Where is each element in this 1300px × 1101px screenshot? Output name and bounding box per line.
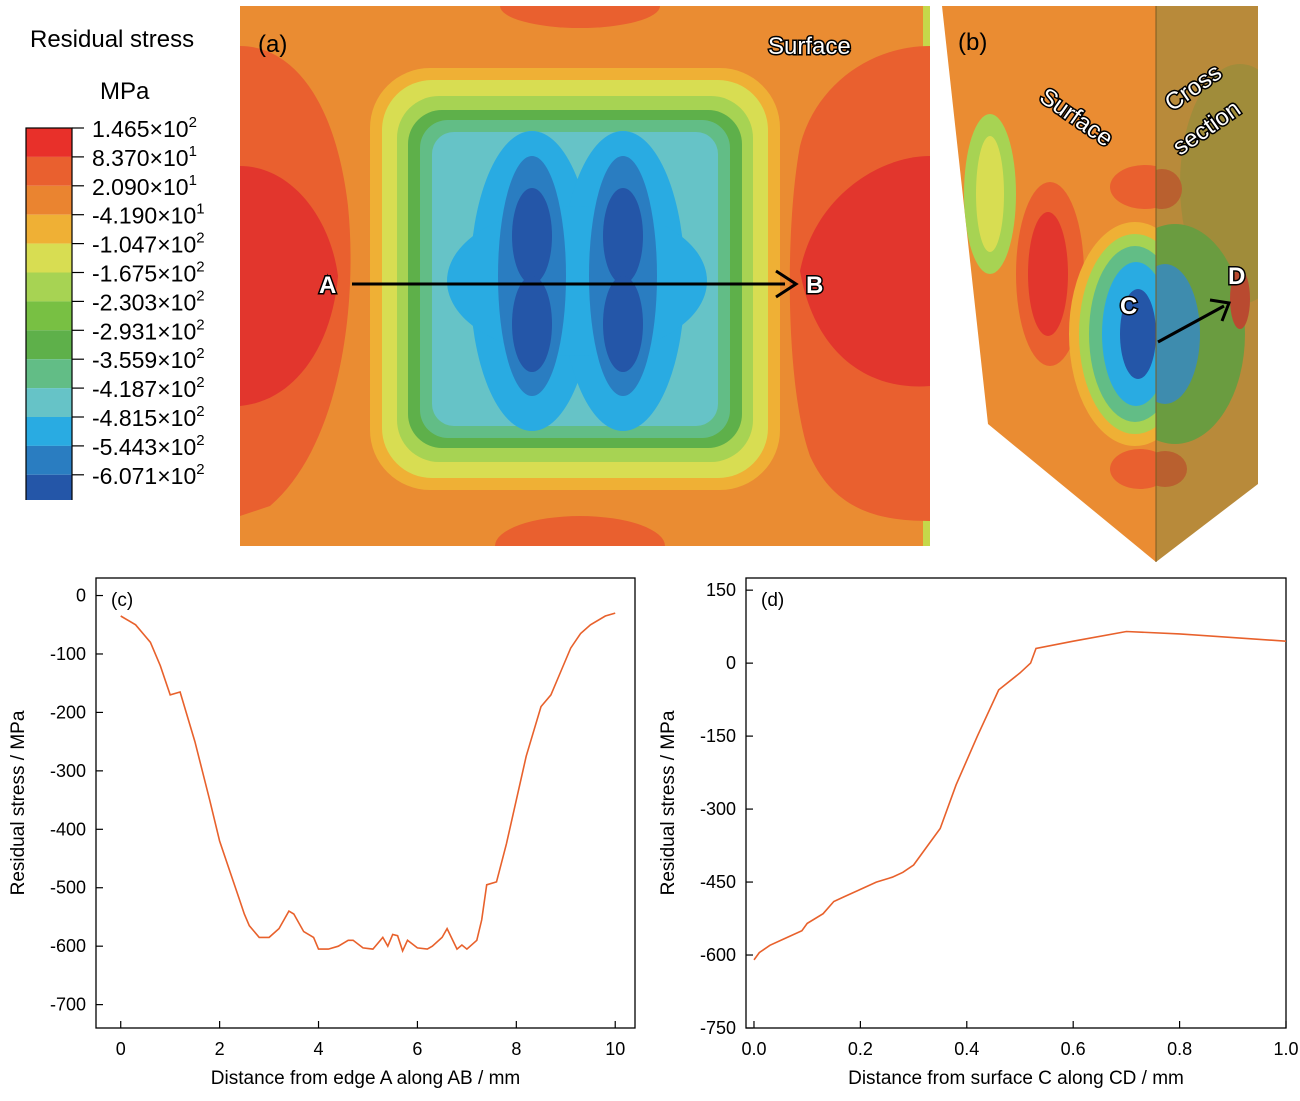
x-tick-label: 0.0 — [741, 1039, 766, 1059]
cd-arrow-line — [1157, 304, 1225, 344]
colorbar-swatch — [26, 156, 72, 186]
y-tick-label: -750 — [700, 1018, 736, 1038]
y-axis-label: Residual stress / MPa — [8, 710, 29, 895]
data-series-line — [753, 630, 1287, 961]
colorbar-level-label: 1.465×102 — [92, 114, 197, 142]
x-tick-label: 4 — [314, 1039, 324, 1059]
colorbar-level-label: 2.090×101 — [92, 172, 197, 200]
ab-arrow-head — [775, 269, 799, 299]
x-tick-label: 2 — [215, 1039, 225, 1059]
plot-frame — [95, 577, 636, 1029]
contour-region — [800, 156, 930, 387]
x-tick-label: 0.2 — [848, 1039, 873, 1059]
cd-arrow-head — [1209, 298, 1232, 322]
panel-tag: (c) — [111, 590, 133, 611]
contour-region — [240, 166, 338, 406]
colorbar-swatch — [26, 359, 72, 389]
colorbar-swatch — [26, 301, 72, 331]
x-tick-label: 8 — [511, 1039, 521, 1059]
y-tick-label: -300 — [700, 799, 736, 819]
data-series-line — [120, 612, 616, 954]
x-tick-label: 0.4 — [954, 1039, 979, 1059]
y-tick-label: 0 — [726, 653, 736, 673]
panel-a-contour-map: (a) Surface A B — [240, 6, 930, 546]
chart-c: 0 2 4 6 8 10 0 -100 -200 -300 -400 -500 -600 -700 (c) D… — [8, 577, 636, 1089]
contour-region — [500, 6, 660, 28]
y-tick-label: 150 — [706, 580, 736, 600]
y-tick-label: -450 — [700, 872, 736, 892]
x-tick-label: 0 — [116, 1039, 126, 1059]
y-tick-label: -150 — [700, 726, 736, 746]
x-tick-label: 10 — [605, 1039, 625, 1059]
colorbar-level-label: -4.190×101 — [92, 201, 205, 229]
x-tick-label: 6 — [412, 1039, 422, 1059]
y-tick-label: -400 — [50, 819, 86, 839]
colorbar-level-label: -2.303×102 — [92, 287, 205, 315]
chart-d: 0.0 0.2 0.4 0.6 0.8 1.0 150 0 -150 -300 -450 -600 -7… — [658, 577, 1299, 1089]
panel-tag: (d) — [761, 590, 784, 611]
contour-region — [495, 516, 665, 546]
x-axis-label: Distance from surface C along CD / mm — [848, 1068, 1184, 1089]
x-tick-label: 0.8 — [1167, 1039, 1192, 1059]
panel-b-tag: (b) — [958, 29, 987, 56]
x-tick-label: 1.0 — [1273, 1039, 1298, 1059]
colorbar-swatch — [26, 474, 72, 500]
colorbar-swatch — [26, 388, 72, 417]
plot-frame — [745, 577, 1287, 1029]
panel-b-3d-view: (b) Surface Cross section C D — [942, 6, 1258, 562]
point-c-label: C — [1120, 293, 1137, 320]
panel-a-surface-label: Surface — [768, 33, 851, 60]
contour-region — [603, 276, 643, 372]
colorbar-level-label: -1.675×102 — [92, 259, 205, 287]
colorbar-level-label: -1.047×102 — [92, 230, 205, 258]
x-axis-label: Distance from edge A along AB / mm — [211, 1068, 520, 1089]
colorbar-swatch — [26, 272, 72, 302]
contour-region — [512, 188, 552, 284]
point-d-label: D — [1228, 263, 1245, 290]
colorbar-swatch — [26, 185, 72, 215]
colorbar-level-label: 8.370×101 — [92, 143, 197, 171]
contour-region — [603, 188, 643, 284]
colorbar: 1.465×1028.370×1012.090×101-4.190×101-1.… — [25, 114, 205, 500]
colorbar-swatch — [26, 445, 72, 475]
point-a-label: A — [319, 272, 336, 299]
colorbar-level-label: -2.931×102 — [92, 316, 205, 344]
colorbar-swatch — [26, 128, 72, 157]
panel-a-tag: (a) — [258, 31, 287, 58]
legend-title: Residual stress — [30, 26, 195, 53]
y-tick-label: -600 — [50, 936, 86, 956]
contour-region — [512, 276, 552, 372]
y-tick-label: -100 — [50, 644, 86, 664]
colorbar-swatch — [26, 330, 72, 360]
legend-unit: MPa — [100, 78, 150, 105]
x-tick-label: 0.6 — [1061, 1039, 1086, 1059]
colorbar-level-label: -6.071×102 — [92, 461, 205, 489]
y-tick-label: -300 — [50, 761, 86, 781]
y-tick-label: 0 — [76, 586, 86, 606]
y-tick-label: -600 — [700, 945, 736, 965]
y-tick-label: -200 — [50, 702, 86, 722]
colorbar-swatch — [26, 417, 72, 446]
colorbar-level-label: -5.443×102 — [92, 432, 205, 460]
y-tick-label: -700 — [50, 995, 86, 1015]
colorbar-level-label: -4.187×102 — [92, 374, 205, 402]
y-axis-label: Residual stress / MPa — [658, 710, 679, 895]
surface-face — [942, 6, 1156, 562]
colorbar-level-label: -4.815×102 — [92, 403, 205, 431]
y-tick-label: -500 — [50, 878, 86, 898]
colorbar-level-label: -3.559×102 — [92, 345, 205, 373]
point-b-label: B — [806, 272, 823, 299]
colorbar-swatch — [26, 214, 72, 244]
colorbar-swatch — [26, 243, 72, 273]
